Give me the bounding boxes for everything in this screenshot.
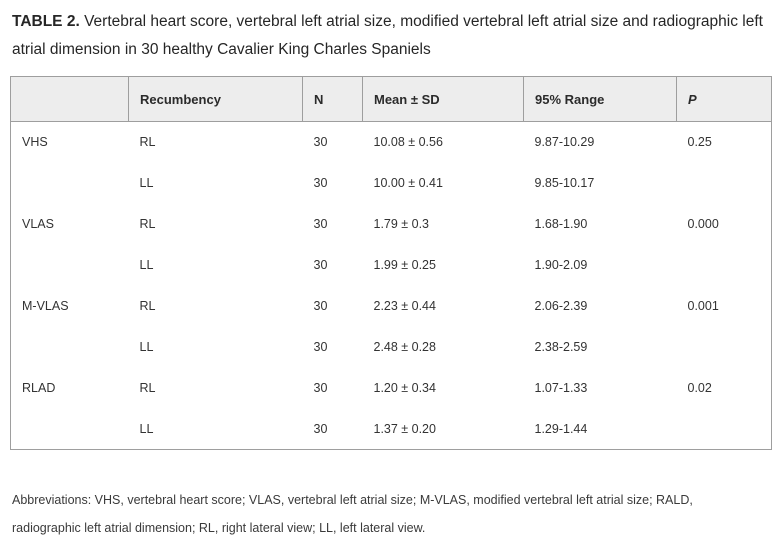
cell-95-range: 9.87-10.29 xyxy=(534,135,595,150)
cell-p xyxy=(677,245,772,286)
cell-p: 0.001 xyxy=(687,299,719,313)
table-row: LL 30 10.00 ± 0.41 9.85-10.17 xyxy=(11,163,772,204)
table-row: RLAD RL 30 1.20 ± 0.34 1.07-1.33 0.02 xyxy=(11,368,772,409)
cell-recumbency: RL xyxy=(139,217,156,231)
table-caption: TABLE 2. Vertebral heart score, vertebra… xyxy=(12,8,768,64)
column-header-95-range: 95% Range xyxy=(523,76,677,122)
cell-n: 30 xyxy=(313,135,328,150)
cell-n: 30 xyxy=(313,217,328,231)
cell-mean-sd: 10.08 ± 0.56 xyxy=(373,135,443,150)
cell-measure xyxy=(11,245,129,286)
table-row: M-VLAS RL 30 2.23 ± 0.44 2.06-2.39 0.001 xyxy=(11,286,772,327)
abbreviations-footnote: Abbreviations: VHS, vertebral heart scor… xyxy=(12,493,693,535)
cell-n: 30 xyxy=(313,176,328,190)
cell-p: 0.000 xyxy=(687,217,719,231)
cell-measure: RLAD xyxy=(22,381,56,395)
cell-mean-sd: 10.00 ± 0.41 xyxy=(373,176,443,190)
cell-95-range: 9.85-10.17 xyxy=(534,176,595,190)
cell-measure: VHS xyxy=(22,135,48,150)
cell-95-range: 1.29-1.44 xyxy=(534,421,588,436)
cell-mean-sd: 1.99 ± 0.25 xyxy=(373,258,436,272)
cell-p: 0.02 xyxy=(687,381,712,395)
cell-mean-sd: 1.79 ± 0.3 xyxy=(373,217,430,231)
cell-95-range: 1.90-2.09 xyxy=(534,258,588,272)
cell-recumbency: RL xyxy=(139,299,156,313)
cell-measure xyxy=(11,409,129,450)
cell-95-range: 2.06-2.39 xyxy=(534,299,588,313)
table-row: LL 30 2.48 ± 0.28 2.38-2.59 xyxy=(11,327,772,368)
cell-95-range: 1.68-1.90 xyxy=(534,217,588,231)
header-row: Recumbency N Mean ± SD 95% Range P xyxy=(10,76,772,122)
cell-p: 0.25 xyxy=(687,135,712,150)
column-header-mean-sd: Mean ± SD xyxy=(362,76,524,122)
cell-recumbency: LL xyxy=(139,340,154,354)
cell-measure xyxy=(11,163,129,204)
cell-recumbency: RL xyxy=(139,381,156,395)
cell-p xyxy=(677,163,772,204)
results-table: Recumbency N Mean ± SD 95% Range P VHS R… xyxy=(10,76,772,450)
cell-mean-sd: 1.20 ± 0.34 xyxy=(373,381,436,395)
table-caption-label: TABLE 2. xyxy=(12,13,80,30)
cell-mean-sd: 1.37 ± 0.20 xyxy=(373,421,436,436)
table-caption-text: Vertebral heart score, vertebral left at… xyxy=(12,13,763,58)
cell-n: 30 xyxy=(313,340,328,354)
cell-recumbency: LL xyxy=(139,421,154,436)
table-body: VHS RL 30 10.08 ± 0.56 9.87-10.29 0.25 L… xyxy=(11,122,772,450)
table-row: VHS RL 30 10.08 ± 0.56 9.87-10.29 0.25 xyxy=(11,122,772,163)
cell-mean-sd: 2.23 ± 0.44 xyxy=(373,299,436,313)
cell-95-range: 2.38-2.59 xyxy=(534,340,588,354)
column-header-n: N xyxy=(302,76,363,122)
cell-recumbency: RL xyxy=(139,135,156,150)
cell-n: 30 xyxy=(313,421,328,436)
cell-measure: M-VLAS xyxy=(22,299,69,313)
table-row: VLAS RL 30 1.79 ± 0.3 1.68-1.90 0.000 xyxy=(11,204,772,245)
cell-n: 30 xyxy=(313,258,328,272)
column-header-measure xyxy=(10,76,129,122)
table-row: LL 30 1.37 ± 0.20 1.29-1.44 xyxy=(11,409,772,450)
cell-recumbency: LL xyxy=(139,258,154,272)
cell-n: 30 xyxy=(313,381,328,395)
cell-recumbency: LL xyxy=(139,176,154,190)
cell-p xyxy=(677,327,772,368)
cell-95-range: 1.07-1.33 xyxy=(534,381,588,395)
cell-measure: VLAS xyxy=(22,217,54,231)
cell-measure xyxy=(11,327,129,368)
table-row: LL 30 1.99 ± 0.25 1.90-2.09 xyxy=(11,245,772,286)
table-header: Recumbency N Mean ± SD 95% Range P xyxy=(10,76,772,122)
column-header-recumbency: Recumbency xyxy=(128,76,303,122)
column-header-p: P xyxy=(676,76,772,122)
cell-p xyxy=(677,409,772,450)
cell-n: 30 xyxy=(313,299,328,313)
cell-mean-sd: 2.48 ± 0.28 xyxy=(373,340,436,354)
